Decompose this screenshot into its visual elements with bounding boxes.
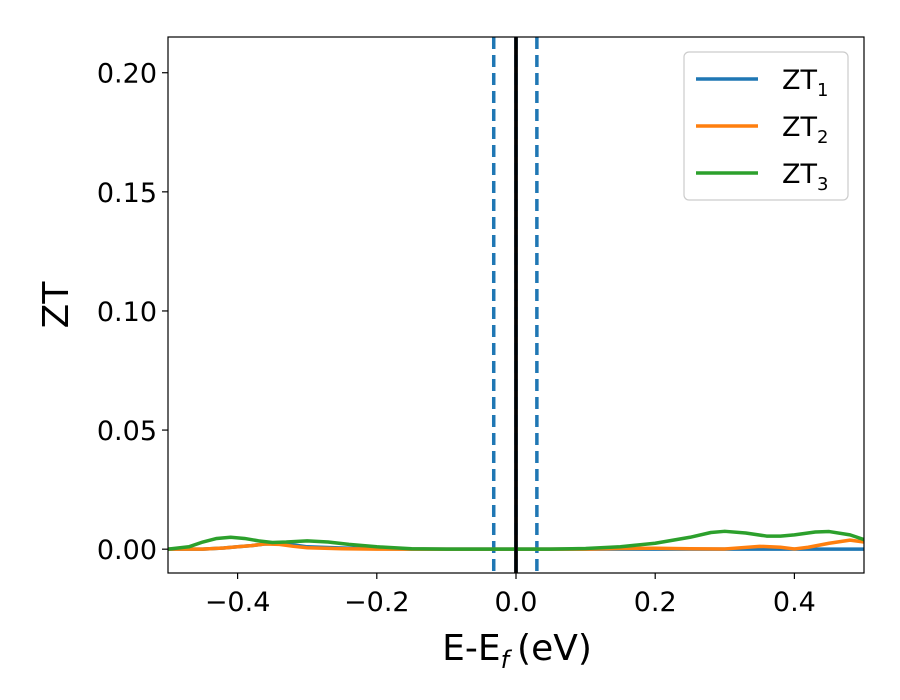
legend-entry-label: ZT1 [782, 65, 828, 101]
x-tick-label: −0.4 [205, 587, 271, 618]
x-tick-label: 0.2 [634, 587, 677, 618]
axes: −0.4 −0.2 0.0 0.2 0.4 0.00 0.05 0.10 0.15 0.20 [97, 36, 865, 618]
y-axis-label: ZT [36, 281, 77, 329]
x-axis-label: E-Ef (eV) [442, 628, 592, 674]
y-tick-label: 0.05 [97, 416, 157, 447]
legend-entry-subscript: 2 [817, 127, 828, 148]
legend-entry-subscript: 3 [817, 174, 828, 195]
y-tick-label: 0.15 [97, 178, 157, 209]
plot-area [168, 37, 864, 573]
x-tick-label: 0.0 [495, 587, 538, 618]
legend-entry-name: ZT [782, 112, 817, 143]
x-axis-label-unit: (eV) [517, 628, 592, 669]
legend-entry-label: ZT3 [782, 159, 828, 195]
series-line-zt3 [168, 529, 864, 551]
y-tick-label: 0.10 [97, 297, 157, 328]
x-axis-label-main: E-E [442, 628, 500, 669]
legend-entry-name: ZT [782, 159, 817, 190]
legend-box [683, 51, 849, 201]
x-tick-label: −0.2 [344, 587, 410, 618]
y-tick-label: 0.20 [97, 59, 157, 90]
legend-entry-name: ZT [782, 65, 817, 96]
x-tick-label: 0.4 [773, 587, 816, 618]
legend-entry-subscript: 1 [817, 80, 828, 101]
legend-entry-label: ZT2 [782, 112, 828, 148]
y-tick-label: 0.00 [97, 535, 157, 566]
